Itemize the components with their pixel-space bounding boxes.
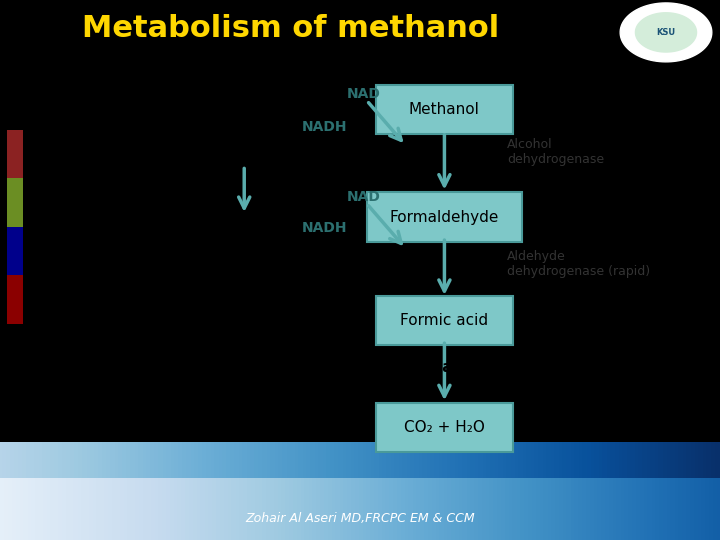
Text: Lactate: Lactate — [203, 221, 256, 235]
Text: Metabolism of methanol: Metabolism of methanol — [82, 14, 500, 43]
Text: Formic acid: Formic acid — [400, 313, 488, 328]
FancyBboxPatch shape — [376, 403, 513, 453]
Polygon shape — [636, 13, 696, 52]
Polygon shape — [620, 3, 712, 62]
Text: Alcohol
dehydrogenase: Alcohol dehydrogenase — [507, 138, 604, 166]
Text: Formaldehyde: Formaldehyde — [390, 210, 499, 225]
Text: Zohair Al Aseri MD,FRCPC EM & CCM: Zohair Al Aseri MD,FRCPC EM & CCM — [246, 512, 474, 525]
Text: Pyruvate: Pyruvate — [198, 145, 261, 159]
FancyBboxPatch shape — [366, 192, 522, 242]
Text: Aldehyde
dehydrogenase (rapid): Aldehyde dehydrogenase (rapid) — [507, 250, 650, 278]
Text: Methanol: Methanol — [409, 102, 480, 117]
FancyBboxPatch shape — [376, 85, 513, 134]
Text: KSU: KSU — [657, 28, 675, 37]
Text: NAD: NAD — [347, 190, 381, 204]
Text: Folate: Folate — [418, 360, 471, 375]
Text: NAD: NAD — [347, 87, 381, 101]
Text: NADH: NADH — [302, 221, 348, 235]
Text: CO₂ + H₂O: CO₂ + H₂O — [404, 420, 485, 435]
FancyBboxPatch shape — [376, 295, 513, 345]
Text: NADH: NADH — [302, 120, 348, 134]
